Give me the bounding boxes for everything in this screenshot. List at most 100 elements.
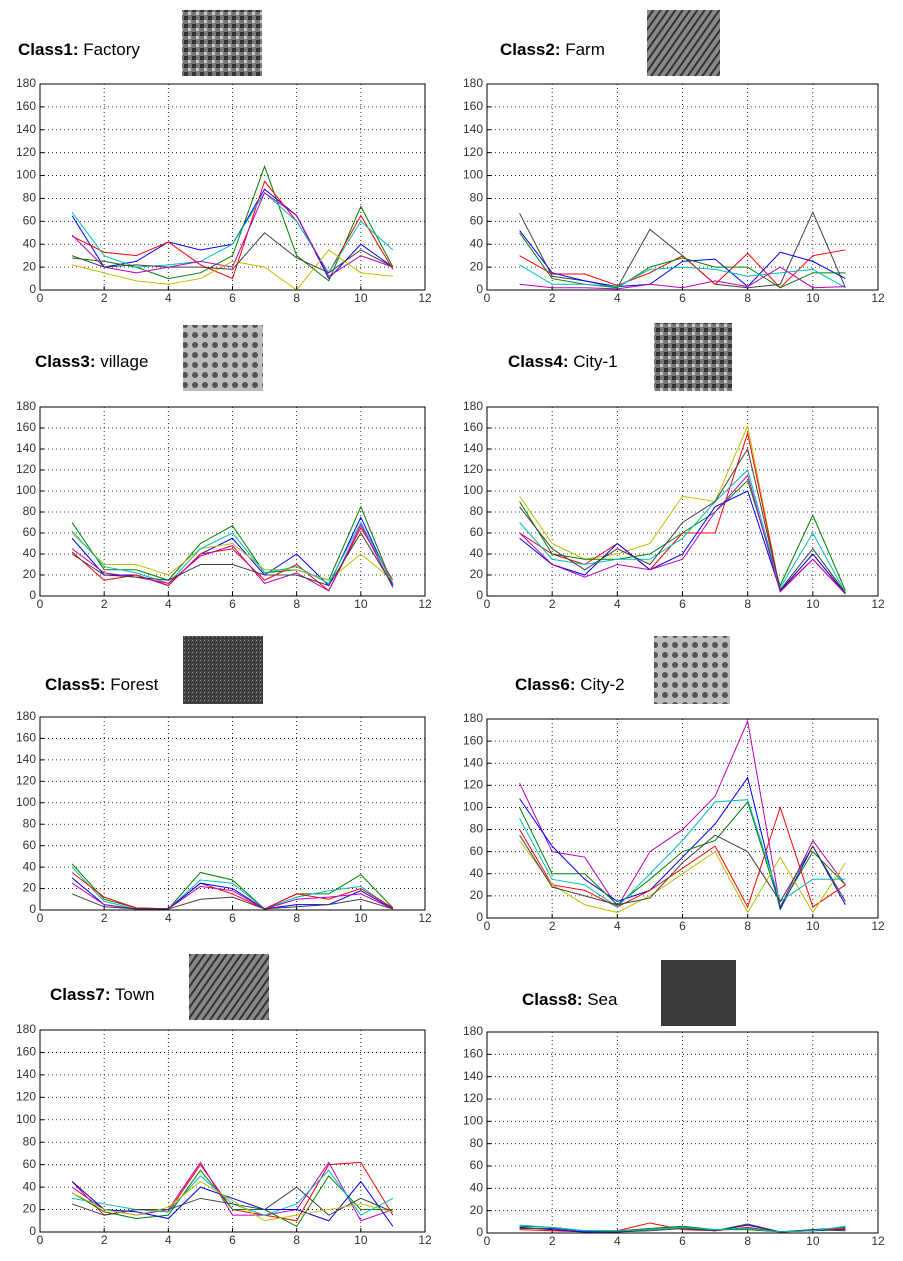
chart-panel: Class4: City-1 0 20 40 60 80 100 120 140 160 180 0 2… — [463, 352, 885, 611]
x-tick-label: 10 — [806, 919, 820, 933]
thumbnail — [182, 10, 262, 76]
y-tick-label: 120 — [463, 145, 483, 159]
x-tick-label: 0 — [484, 919, 491, 933]
y-tick-label: 20 — [23, 881, 37, 895]
plot-frame — [486, 83, 879, 291]
x-tick-label: 10 — [354, 291, 368, 305]
chart-title: Class4: City-1 — [508, 352, 618, 371]
series-line — [519, 230, 846, 288]
series-line — [519, 840, 846, 914]
y-tick-label: 40 — [23, 1179, 37, 1193]
title-name: Sea — [587, 990, 618, 1009]
y-tick-label: 140 — [463, 122, 483, 136]
y-tick-label: 140 — [16, 122, 36, 136]
thumbnail — [654, 636, 730, 704]
chart-panel: Class5: Forest 0 20 40 60 80 100 120 140 160 180 0 2… — [16, 675, 432, 925]
y-tick-label: 180 — [463, 1024, 483, 1038]
x-tick-label: 12 — [871, 919, 885, 933]
y-tick-label: 160 — [463, 733, 483, 747]
chart-panel: Class3: village 0 20 40 60 80 100 120 140 160 180 0… — [16, 352, 432, 611]
x-tick-label: 8 — [744, 597, 751, 611]
x-tick-label: 4 — [614, 597, 621, 611]
y-tick-label: 80 — [23, 1134, 37, 1148]
x-tick-label: 6 — [229, 1233, 236, 1247]
y-tick-label: 0 — [476, 588, 483, 602]
series-line — [71, 249, 393, 291]
x-tick-label: 2 — [549, 291, 556, 305]
y-tick-label: 60 — [470, 214, 484, 228]
y-tick-label: 100 — [463, 800, 483, 814]
title-prefix: Class1: — [18, 40, 78, 59]
series-line — [71, 191, 394, 277]
title-name: City-1 — [573, 352, 617, 371]
y-tick-label: 40 — [470, 236, 484, 250]
series-line — [71, 532, 394, 587]
y-tick-label: 160 — [16, 420, 36, 434]
y-tick-label: 0 — [29, 588, 36, 602]
thumbnail — [647, 10, 720, 76]
y-tick-label: 140 — [16, 1067, 36, 1081]
y-tick-label: 60 — [23, 838, 37, 852]
title-name: Factory — [83, 40, 140, 59]
series-line — [519, 249, 846, 289]
chart-title: Class5: Forest — [45, 675, 159, 694]
y-tick-label: 0 — [476, 282, 483, 296]
y-tick-label: 20 — [23, 567, 37, 581]
series-line — [519, 800, 846, 909]
y-tick-label: 0 — [29, 902, 36, 916]
y-tick-label: 60 — [470, 844, 484, 858]
chart-title: Class7: Town — [50, 985, 155, 1004]
x-tick-label: 12 — [418, 1233, 432, 1247]
chart-title: Class6: City-2 — [515, 675, 625, 694]
series-line — [519, 264, 846, 289]
y-tick-label: 120 — [16, 1090, 36, 1104]
y-tick-label: 40 — [470, 546, 484, 560]
series-line — [71, 893, 394, 910]
x-tick-label: 8 — [293, 291, 300, 305]
y-tick-label: 60 — [23, 214, 37, 228]
x-tick-label: 0 — [37, 911, 44, 925]
y-tick-label: 20 — [470, 888, 484, 902]
x-tick-label: 2 — [101, 291, 108, 305]
plot-frame — [39, 83, 426, 291]
x-tick-label: 12 — [871, 291, 885, 305]
y-tick-label: 60 — [23, 525, 37, 539]
series-line — [71, 521, 394, 585]
chart-title: Class8: Sea — [522, 990, 618, 1009]
title-name: village — [100, 352, 148, 371]
x-tick-label: 12 — [418, 911, 432, 925]
chart-panel: Class2: Farm 0 20 40 60 80 100 120 140 160 180 0 2 4 6… — [463, 40, 885, 305]
y-tick-label: 120 — [463, 1091, 483, 1105]
plot-frame — [486, 1031, 879, 1234]
y-tick-label: 80 — [470, 504, 484, 518]
thumbnail — [183, 325, 263, 391]
x-tick-label: 2 — [549, 1234, 556, 1248]
x-tick-label: 4 — [165, 597, 172, 611]
x-tick-label: 0 — [484, 291, 491, 305]
x-tick-label: 12 — [871, 1234, 885, 1248]
x-tick-label: 4 — [165, 291, 172, 305]
y-tick-label: 100 — [16, 1112, 36, 1126]
y-tick-label: 140 — [463, 1069, 483, 1083]
title-name: Forest — [110, 675, 158, 694]
x-tick-label: 12 — [418, 291, 432, 305]
series-line — [519, 479, 846, 591]
x-tick-label: 0 — [37, 291, 44, 305]
series-line — [71, 232, 394, 274]
y-tick-label: 40 — [470, 866, 484, 880]
y-tick-label: 80 — [23, 504, 37, 518]
y-tick-label: 180 — [463, 399, 483, 413]
title-name: City-2 — [580, 675, 624, 694]
y-tick-label: 180 — [463, 711, 483, 725]
y-tick-label: 100 — [16, 795, 36, 809]
x-tick-label: 8 — [293, 1233, 300, 1247]
y-tick-label: 40 — [23, 236, 37, 250]
plot-frame — [39, 716, 426, 911]
x-tick-label: 4 — [165, 911, 172, 925]
y-tick-label: 120 — [16, 462, 36, 476]
x-tick-label: 10 — [806, 1234, 820, 1248]
x-tick-label: 6 — [229, 291, 236, 305]
y-tick-label: 120 — [16, 145, 36, 159]
y-tick-label: 140 — [16, 441, 36, 455]
y-tick-label: 100 — [16, 168, 36, 182]
